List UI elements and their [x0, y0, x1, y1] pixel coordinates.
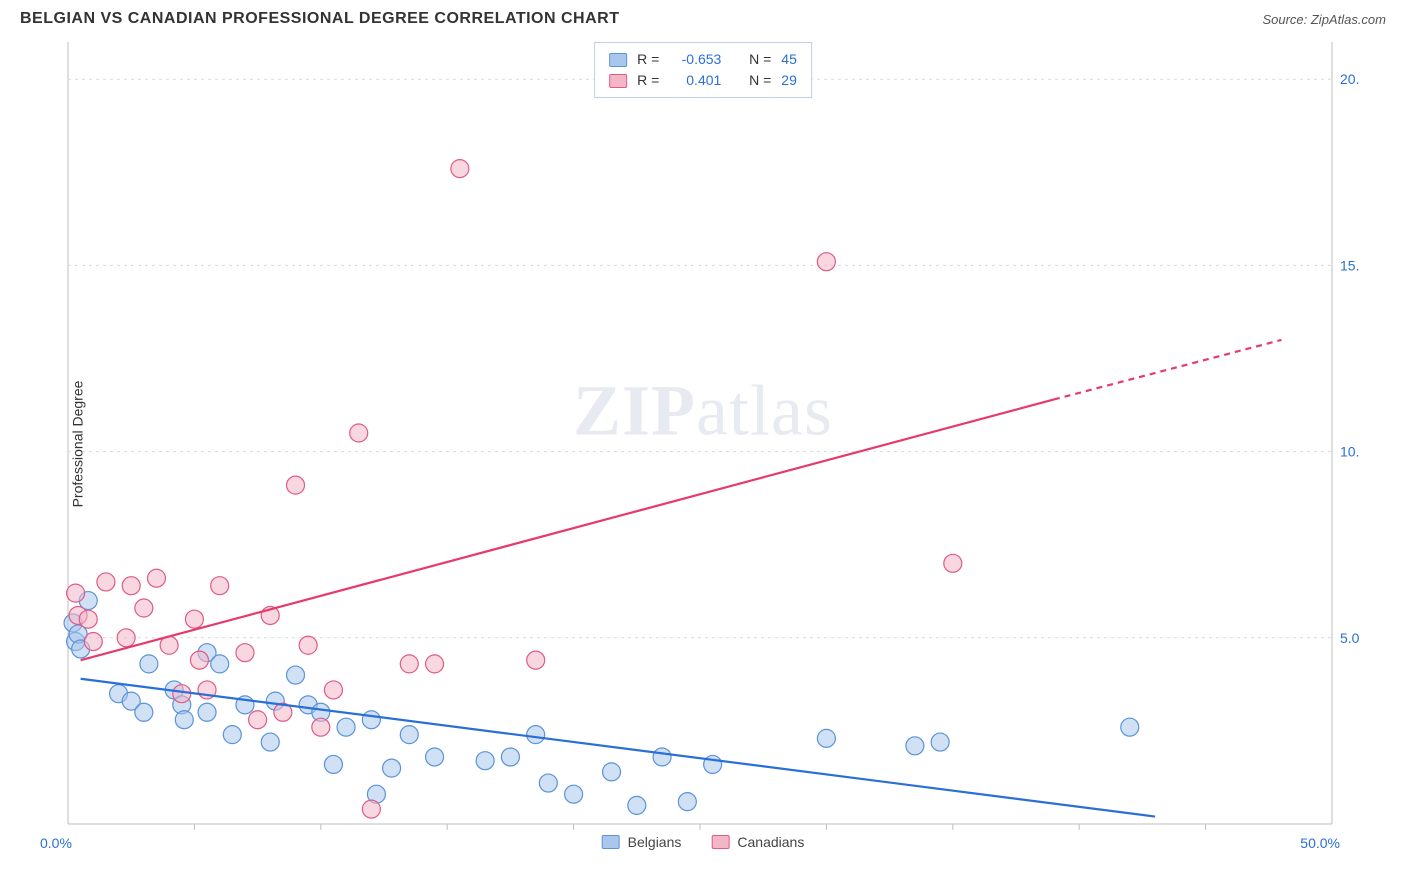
svg-text:20.0%: 20.0% [1340, 71, 1360, 87]
header: BELGIAN VS CANADIAN PROFESSIONAL DEGREE … [0, 0, 1406, 34]
svg-text:15.0%: 15.0% [1340, 257, 1360, 273]
chart-title: BELGIAN VS CANADIAN PROFESSIONAL DEGREE … [20, 10, 620, 28]
svg-text:0.0%: 0.0% [40, 835, 72, 851]
legend-stats: R = -0.653 N = 45 R = 0.401 N = 29 [594, 42, 812, 98]
r-label-1: R = [637, 70, 659, 91]
n-value-belgians: 45 [781, 49, 797, 70]
scatter-chart: 5.0% 10.0% 15.0% 20.0% 0.0% 50.0% [20, 34, 1360, 854]
legend-series: Belgians Canadians [602, 834, 805, 850]
legend-item-canadians: Canadians [711, 834, 804, 850]
legend-stats-row-belgians: R = -0.653 N = 45 [609, 49, 797, 70]
source-attribution: Source: ZipAtlas.com [1262, 12, 1386, 27]
swatch-canadians [609, 74, 627, 88]
swatch-canadians-bottom [711, 835, 729, 849]
swatch-belgians [609, 53, 627, 67]
swatch-belgians-bottom [602, 835, 620, 849]
r-value-canadians: 0.401 [669, 70, 721, 91]
svg-text:5.0%: 5.0% [1340, 630, 1360, 646]
chart-container: Professional Degree ZIPatlas 5.0%10.0%15… [20, 34, 1386, 854]
svg-text:50.0%: 50.0% [1300, 835, 1340, 851]
n-label-1: N = [749, 70, 771, 91]
n-label-0: N = [749, 49, 771, 70]
legend-item-belgians: Belgians [602, 834, 682, 850]
r-value-belgians: -0.653 [669, 49, 721, 70]
svg-text:10.0%: 10.0% [1340, 444, 1360, 460]
y-axis-label: Professional Degree [69, 381, 85, 508]
legend-stats-row-canadians: R = 0.401 N = 29 [609, 70, 797, 91]
legend-label-belgians: Belgians [628, 834, 682, 850]
legend-label-canadians: Canadians [737, 834, 804, 850]
source-prefix: Source: [1262, 12, 1310, 27]
r-label-0: R = [637, 49, 659, 70]
n-value-canadians: 29 [781, 70, 797, 91]
source-name: ZipAtlas.com [1311, 12, 1386, 27]
